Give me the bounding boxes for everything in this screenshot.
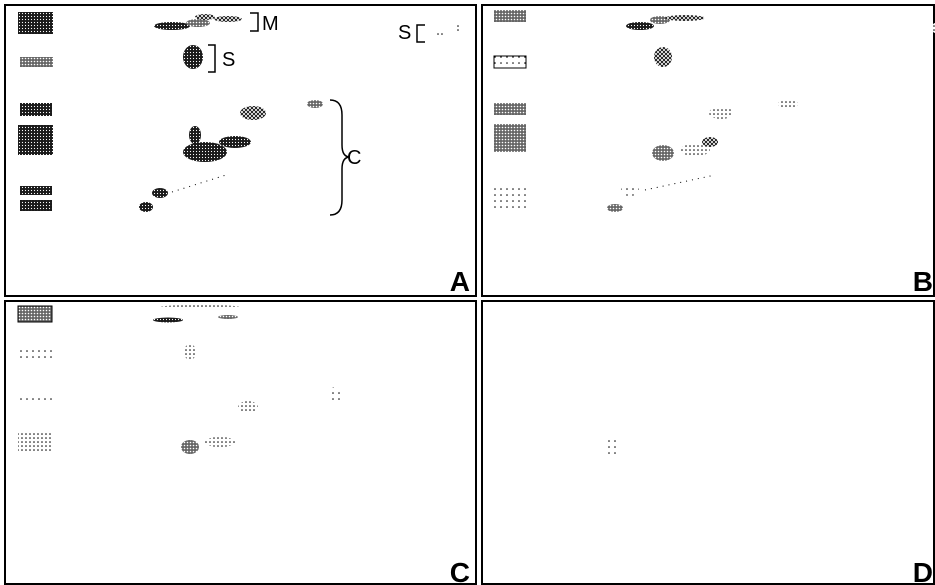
panel-b: B xyxy=(494,10,935,297)
gel-band xyxy=(18,306,52,322)
bracket xyxy=(417,25,425,42)
gel-band xyxy=(494,124,526,152)
gel-band xyxy=(18,396,52,404)
spot xyxy=(604,439,620,455)
gel-band xyxy=(494,10,526,22)
spot xyxy=(307,100,323,108)
annotation: C xyxy=(347,147,361,169)
panel-d: D xyxy=(604,439,933,585)
spot xyxy=(154,22,190,30)
panel-label: D xyxy=(913,557,933,585)
spot xyxy=(184,344,196,360)
spot xyxy=(214,16,242,22)
spot xyxy=(607,204,623,212)
figure: M S S C A B C D xyxy=(0,0,935,585)
annotation: S xyxy=(398,22,411,44)
panel-frame xyxy=(5,5,476,296)
panel-label: A xyxy=(450,266,470,297)
spot xyxy=(204,437,236,447)
bracket xyxy=(208,45,215,72)
spot xyxy=(186,19,210,27)
panel-frame xyxy=(5,301,476,584)
spot-trail xyxy=(645,175,715,190)
spot xyxy=(626,22,654,30)
bracket xyxy=(250,13,258,31)
spot xyxy=(195,14,215,20)
spot xyxy=(238,401,258,413)
gel-band xyxy=(18,432,52,452)
panel-a: M S S C A xyxy=(18,12,470,297)
spot xyxy=(152,188,168,198)
spot xyxy=(455,23,461,33)
gel-band xyxy=(494,56,526,68)
gel-band xyxy=(20,103,52,116)
gel-band xyxy=(20,200,52,211)
spot-trail xyxy=(172,175,226,192)
spot xyxy=(189,126,201,144)
gel-band xyxy=(18,12,53,34)
spot xyxy=(160,305,240,309)
spot xyxy=(702,137,718,147)
spot xyxy=(437,32,443,36)
spot xyxy=(219,136,251,148)
gel-band xyxy=(18,125,53,155)
spot xyxy=(218,315,238,319)
spot xyxy=(709,107,733,119)
annotation: M xyxy=(262,13,279,35)
annotation: S xyxy=(222,49,235,71)
gel-band xyxy=(20,57,53,67)
spot xyxy=(665,15,705,21)
gel-band xyxy=(18,350,52,358)
spot xyxy=(328,387,342,403)
spot xyxy=(240,106,266,120)
spot xyxy=(778,99,798,109)
spot xyxy=(183,142,227,162)
spot xyxy=(654,47,672,67)
spot xyxy=(181,440,199,454)
panel-frame xyxy=(482,301,934,584)
gel-band xyxy=(494,188,526,208)
gel-band xyxy=(494,103,526,115)
spot xyxy=(621,184,639,196)
panel-label: C xyxy=(450,557,470,585)
spot xyxy=(652,145,674,161)
gel-band xyxy=(20,186,52,195)
spot xyxy=(139,202,153,212)
panel-label: B xyxy=(913,266,933,297)
spot xyxy=(153,318,183,323)
spot xyxy=(183,45,203,69)
panel-c: C xyxy=(18,305,470,585)
